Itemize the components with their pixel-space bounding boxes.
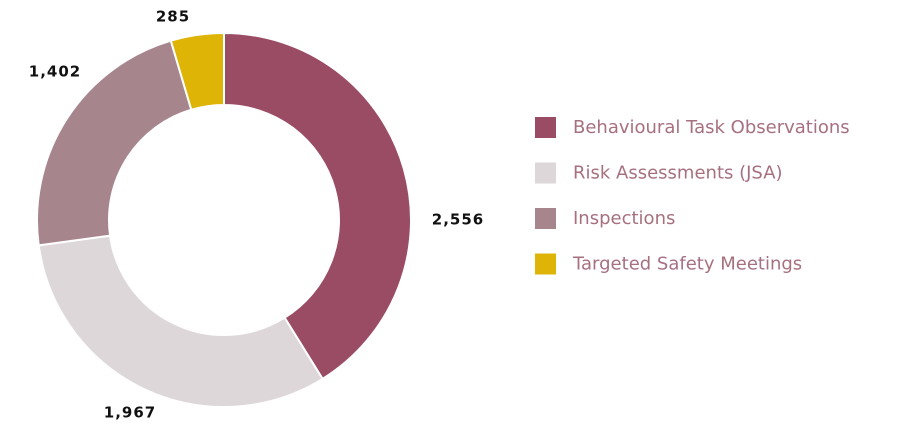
legend-label: Risk Assessments (JSA) bbox=[573, 163, 783, 184]
value-label: 1,967 bbox=[104, 404, 156, 422]
legend-label: Inspections bbox=[573, 208, 675, 229]
legend-swatch bbox=[535, 208, 556, 229]
donut-slice bbox=[36, 39, 193, 247]
legend-swatch bbox=[535, 253, 556, 275]
value-label: 1,402 bbox=[29, 63, 81, 81]
value-label: 285 bbox=[156, 8, 190, 26]
donut-slice bbox=[169, 31, 225, 111]
legend-label: Targeted Safety Meetings bbox=[572, 254, 802, 275]
donut-slice bbox=[37, 234, 324, 408]
legend-swatch bbox=[535, 162, 556, 184]
value-label: 2,556 bbox=[432, 211, 484, 229]
legend-swatch bbox=[535, 117, 556, 138]
legend-label: Behavioural Task Observations bbox=[573, 117, 850, 138]
donut-slice bbox=[223, 31, 412, 381]
